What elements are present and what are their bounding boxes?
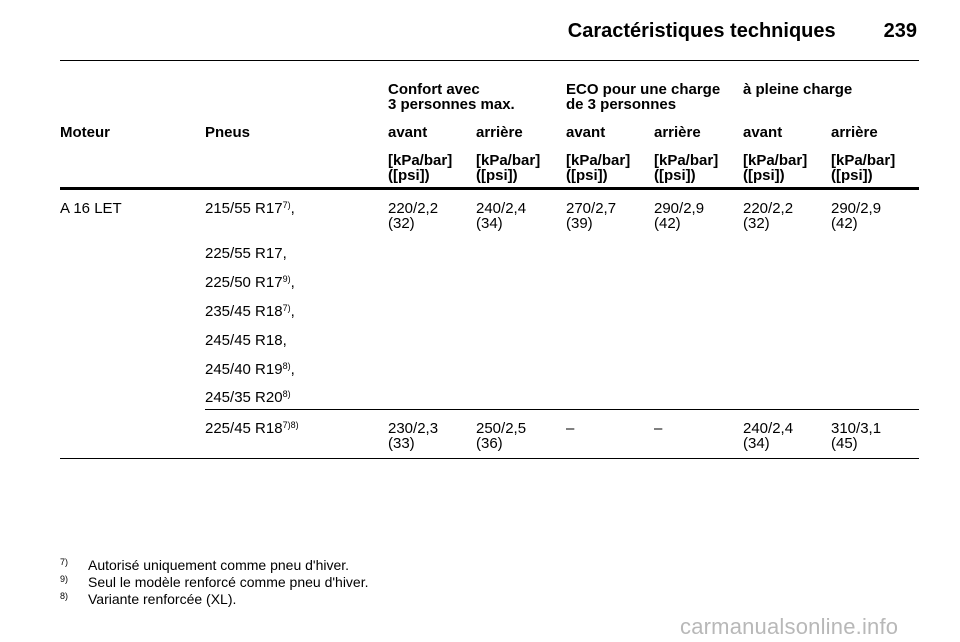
pressure-cell: 240/2,4 (34) <box>476 200 527 232</box>
tyre-size: 225/50 R179), <box>205 274 295 291</box>
table-header-rule <box>60 187 919 190</box>
group-heading-comfort: Confort avec 3 personnes max. <box>388 81 515 113</box>
tyre-size: 245/45 R18, <box>205 332 287 349</box>
pressure-cell: 220/2,2 (32) <box>743 200 794 232</box>
table-bottom-rule <box>60 458 919 459</box>
column-header-front: avant <box>743 124 783 141</box>
row-divider <box>205 409 919 410</box>
pressure-cell: 230/2,3 (33) <box>388 420 439 452</box>
page-number: 239 <box>883 20 917 42</box>
column-header-rear: arrière <box>654 124 701 141</box>
pressure-cell: 310/3,1 (45) <box>831 420 882 452</box>
tyre-size: 245/35 R208) <box>205 389 291 406</box>
column-header-tyres: Pneus <box>205 124 251 141</box>
unit-header: [kPa/bar] ([psi]) <box>566 152 631 184</box>
group-heading-full-load: à pleine charge <box>743 81 853 98</box>
pressure-cell: – <box>566 420 575 437</box>
pressure-cell: – <box>654 420 663 437</box>
pressure-cell: 290/2,9 (42) <box>654 200 705 232</box>
page-title: Caractéristiques techniques <box>567 20 836 42</box>
unit-header: [kPa/bar] ([psi]) <box>476 152 541 184</box>
unit-header: [kPa/bar] ([psi]) <box>654 152 719 184</box>
tyre-size: 245/40 R198), <box>205 361 295 378</box>
unit-header: [kPa/bar] ([psi]) <box>388 152 453 184</box>
header-rule <box>60 60 919 61</box>
column-header-rear: arrière <box>831 124 878 141</box>
group-heading-eco: ECO pour une charge de 3 personnes <box>566 81 721 113</box>
column-header-front: avant <box>388 124 428 141</box>
page-header: Caractéristiques techniques 239 <box>0 20 917 43</box>
pressure-cell: 290/2,9 (42) <box>831 200 882 232</box>
tyre-size: 225/45 R187)8) <box>205 420 299 437</box>
tyre-size: 235/45 R187), <box>205 303 295 320</box>
pressure-cell: 250/2,5 (36) <box>476 420 527 452</box>
pressure-cell: 270/2,7 (39) <box>566 200 617 232</box>
pressure-cell: 240/2,4 (34) <box>743 420 794 452</box>
unit-header: [kPa/bar] ([psi]) <box>743 152 808 184</box>
column-header-rear: arrière <box>476 124 523 141</box>
tyre-size: 215/55 R177), <box>205 200 295 217</box>
column-header-front: avant <box>566 124 606 141</box>
watermark: carmanualsonline.info <box>680 614 899 639</box>
engine-cell: A 16 LET <box>60 200 122 217</box>
unit-header: [kPa/bar] ([psi]) <box>831 152 896 184</box>
column-header-engine: Moteur <box>60 124 110 141</box>
tyre-size: 225/55 R17, <box>205 245 287 262</box>
pressure-cell: 220/2,2 (32) <box>388 200 439 232</box>
